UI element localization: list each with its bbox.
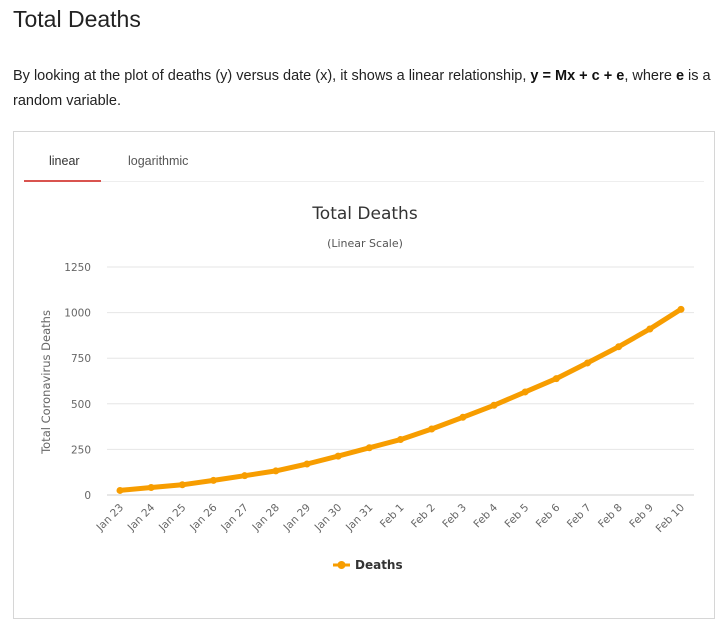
data-point[interactable] xyxy=(677,305,685,313)
x-tick-labels: Jan 23 Jan 24 Jan 25 Jan 26 Jan 27 Jan 28 Jan … xyxy=(94,501,687,535)
data-point[interactable] xyxy=(210,476,217,484)
data-point[interactable] xyxy=(147,484,155,492)
x-tick-label: Jan 31 xyxy=(343,502,375,534)
y-axis-label: Total Coronavirus Deaths xyxy=(39,310,53,455)
y-tick-labels: 0 250 500 750 1000 1250 xyxy=(64,262,91,502)
y-tick-label: 250 xyxy=(71,444,91,456)
x-tick-label: Jan 27 xyxy=(218,502,250,534)
intro-formula: y = Mx + c + e xyxy=(530,68,625,84)
chart-title: Total Deaths xyxy=(311,204,418,224)
y-tick-label: 0 xyxy=(84,490,91,502)
data-point[interactable] xyxy=(116,486,124,494)
y-tick-label: 500 xyxy=(71,399,91,411)
intro-paragraph: By looking at the plot of deaths (y) ver… xyxy=(13,64,718,114)
deaths-line-chart: Total Deaths (Linear Scale) Total Corona… xyxy=(39,204,694,572)
x-tick-label: Feb 3 xyxy=(440,502,469,531)
data-point[interactable] xyxy=(428,425,436,433)
x-tick-label: Jan 24 xyxy=(125,501,158,534)
x-tick-label: Feb 8 xyxy=(596,502,625,531)
scale-tabs: linear logarithmic xyxy=(24,132,704,182)
tab-linear[interactable]: linear xyxy=(49,154,80,168)
data-point[interactable] xyxy=(615,343,623,351)
series-deaths xyxy=(116,305,685,494)
x-tick-label: Feb 10 xyxy=(654,502,687,535)
chart-legend[interactable]: Deaths xyxy=(333,558,403,572)
x-tick-label: Feb 6 xyxy=(534,501,563,530)
chart-panel: linear logarithmic Total Deaths (Linear … xyxy=(13,131,715,619)
x-tick-label: Feb 1 xyxy=(378,502,407,531)
y-tick-label: 750 xyxy=(71,353,91,365)
grid-lines xyxy=(107,266,694,496)
intro-variable: e xyxy=(675,68,685,84)
active-tab-indicator xyxy=(24,180,101,182)
data-point[interactable] xyxy=(334,452,342,460)
intro-text-1: By looking at the plot of deaths (y) ver… xyxy=(13,68,531,84)
data-point[interactable] xyxy=(521,388,529,396)
legend-label-deaths: Deaths xyxy=(355,558,403,572)
x-tick-label: Feb 5 xyxy=(503,502,532,531)
data-point[interactable] xyxy=(490,401,498,409)
intro-text-2: , where xyxy=(624,68,676,84)
chart-subtitle: (Linear Scale) xyxy=(327,237,403,250)
x-tick-label: Jan 26 xyxy=(187,501,220,534)
data-point[interactable] xyxy=(397,436,404,444)
data-point[interactable] xyxy=(303,460,311,468)
intro-text-3: is a random variable. xyxy=(13,68,711,109)
x-tick-label: Jan 25 xyxy=(156,502,188,534)
x-tick-label: Feb 4 xyxy=(471,501,500,530)
x-tick-label: Feb 2 xyxy=(409,502,438,531)
x-tick-label: Jan 28 xyxy=(250,502,282,534)
data-point[interactable] xyxy=(272,467,280,475)
x-tick-label: Jan 30 xyxy=(312,502,344,534)
data-point[interactable] xyxy=(552,375,560,383)
tab-logarithmic[interactable]: logarithmic xyxy=(128,154,189,168)
y-tick-label: 1000 xyxy=(64,308,91,320)
data-point[interactable] xyxy=(241,472,249,480)
series-line xyxy=(117,306,684,493)
x-tick-label: Feb 9 xyxy=(627,502,656,531)
x-tick-label: Jan 23 xyxy=(94,502,126,534)
x-tick-label: Jan 29 xyxy=(281,502,313,534)
data-point[interactable] xyxy=(584,359,591,367)
section-heading: Total Deaths xyxy=(13,6,141,32)
y-tick-label: 1250 xyxy=(64,262,91,274)
x-tick-label: Feb 7 xyxy=(565,502,594,531)
data-point[interactable] xyxy=(459,413,467,421)
data-point[interactable] xyxy=(365,444,373,452)
data-point[interactable] xyxy=(178,481,186,489)
legend-marker-symbol xyxy=(337,561,346,569)
data-point[interactable] xyxy=(646,325,654,333)
